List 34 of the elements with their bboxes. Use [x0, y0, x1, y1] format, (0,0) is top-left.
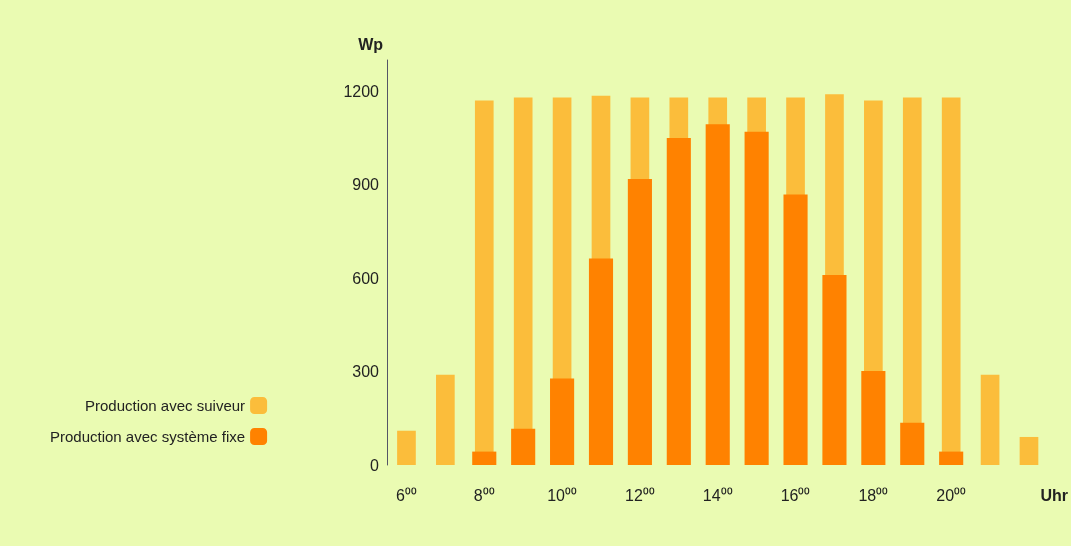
bar: [1019, 436, 1039, 465]
bar: [900, 422, 925, 465]
y-tick-label: 900: [352, 176, 380, 194]
x-tick-label: 10⁰⁰: [547, 486, 577, 504]
bar: [666, 137, 691, 465]
bar: [861, 370, 886, 465]
x-tick-label: 20⁰⁰: [936, 486, 967, 504]
y-tick-label: 300: [352, 363, 380, 381]
y-axis-title: Wp: [358, 35, 384, 53]
y-tick-label: 600: [352, 269, 380, 287]
y-tick-label: 0: [370, 456, 380, 474]
x-tick-label: 8⁰⁰: [473, 486, 495, 504]
bar: [939, 451, 964, 465]
x-tick-label: 16⁰⁰: [780, 486, 811, 504]
bar: [397, 430, 416, 465]
bar: [588, 258, 614, 465]
y-tick-label: 1200: [343, 82, 380, 100]
legend-label: Production avec suiveur: [84, 397, 246, 414]
bar: [550, 378, 575, 465]
bar: [511, 428, 536, 465]
x-axis-title: Uhr: [1040, 486, 1069, 504]
x-tick-label: 12⁰⁰: [625, 486, 655, 504]
bar: [705, 124, 730, 465]
x-tick-label: 18⁰⁰: [858, 486, 889, 504]
x-tick-label: 14⁰⁰: [702, 486, 733, 504]
bar: [472, 451, 497, 465]
bar: [822, 274, 847, 465]
bar: [627, 179, 652, 465]
bar: [783, 194, 808, 465]
x-tick-label: 6⁰⁰: [396, 486, 417, 504]
legend-label: Production avec système fixe: [49, 428, 246, 445]
bar: [436, 374, 455, 465]
bar: [980, 374, 1000, 465]
bar: [744, 131, 769, 465]
